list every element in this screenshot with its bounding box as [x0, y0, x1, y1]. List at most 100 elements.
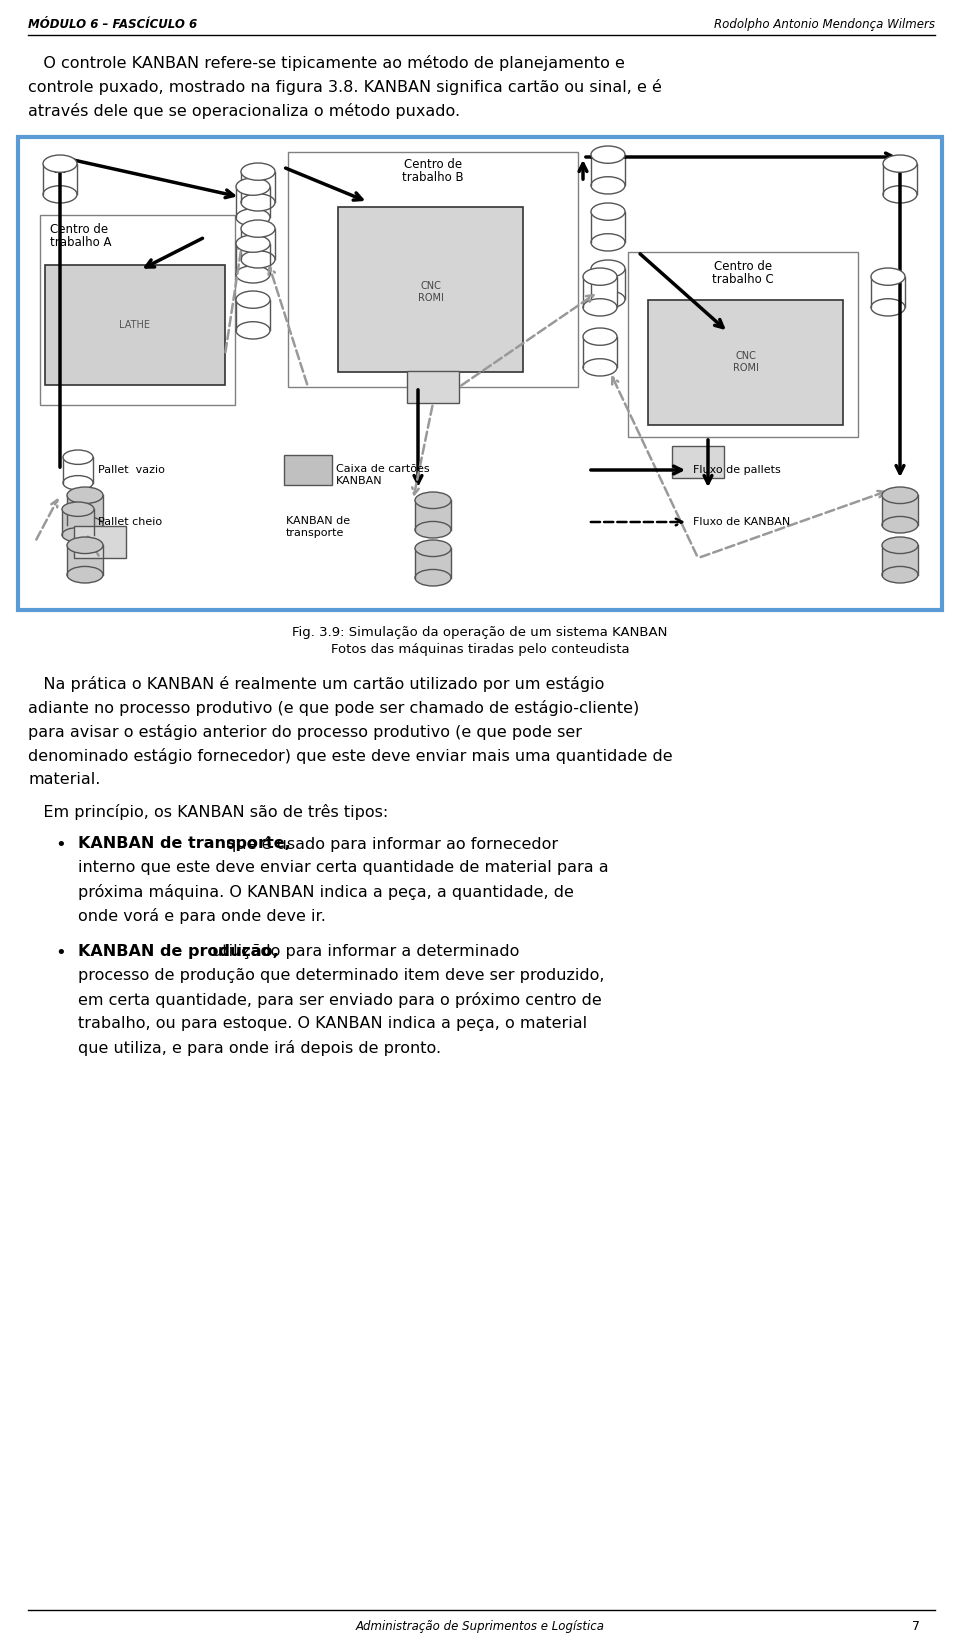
- Ellipse shape: [236, 266, 270, 282]
- Text: KANBAN: KANBAN: [336, 476, 383, 486]
- Text: próxima máquina. O KANBAN indica a peça, a quantidade, de: próxima máquina. O KANBAN indica a peça,…: [78, 884, 574, 899]
- Text: Centro de: Centro de: [404, 158, 462, 171]
- Text: trabalho B: trabalho B: [402, 171, 464, 184]
- Ellipse shape: [67, 537, 103, 553]
- Ellipse shape: [871, 299, 905, 317]
- Ellipse shape: [882, 537, 918, 553]
- Text: através dele que se operacionaliza o método puxado.: através dele que se operacionaliza o mét…: [28, 103, 460, 120]
- FancyBboxPatch shape: [18, 136, 942, 610]
- Ellipse shape: [236, 235, 270, 253]
- FancyBboxPatch shape: [591, 269, 625, 299]
- Text: 7: 7: [912, 1620, 920, 1633]
- Ellipse shape: [236, 177, 270, 195]
- Text: em certa quantidade, para ser enviado para o próximo centro de: em certa quantidade, para ser enviado pa…: [78, 993, 602, 1008]
- FancyBboxPatch shape: [43, 164, 77, 194]
- Ellipse shape: [236, 208, 270, 226]
- Text: transporte: transporte: [286, 528, 345, 538]
- Text: onde vorá e para onde deve ir.: onde vorá e para onde deve ir.: [78, 907, 325, 924]
- Ellipse shape: [67, 566, 103, 583]
- FancyBboxPatch shape: [883, 164, 917, 194]
- FancyBboxPatch shape: [63, 458, 93, 482]
- FancyBboxPatch shape: [648, 300, 843, 425]
- Text: KANBAN de: KANBAN de: [286, 515, 350, 527]
- Text: Na prática o KANBAN é realmente um cartão utilizado por um estágio: Na prática o KANBAN é realmente um cartã…: [28, 676, 605, 693]
- FancyBboxPatch shape: [882, 545, 918, 574]
- Ellipse shape: [63, 476, 93, 491]
- Text: trabalho, ou para estoque. O KANBAN indica a peça, o material: trabalho, ou para estoque. O KANBAN indi…: [78, 1016, 588, 1031]
- Ellipse shape: [591, 290, 625, 309]
- Text: MÓDULO 6 – FASCÍCULO 6: MÓDULO 6 – FASCÍCULO 6: [28, 18, 197, 31]
- Text: utilizado para informar a determinado: utilizado para informar a determinado: [207, 944, 519, 958]
- Text: que utiliza, e para onde irá depois de pronto.: que utiliza, e para onde irá depois de p…: [78, 1040, 442, 1057]
- Ellipse shape: [591, 177, 625, 194]
- Text: CNC
ROMI: CNC ROMI: [418, 281, 444, 304]
- Text: KANBAN de produção,: KANBAN de produção,: [78, 944, 278, 958]
- Text: •: •: [55, 835, 65, 853]
- FancyBboxPatch shape: [74, 527, 126, 558]
- Text: Fotos das máquinas tiradas pelo conteudista: Fotos das máquinas tiradas pelo conteudi…: [330, 643, 630, 656]
- Text: Centro de: Centro de: [714, 259, 772, 272]
- Text: O controle KANBAN refere-se tipicamente ao método de planejamento e: O controle KANBAN refere-se tipicamente …: [28, 56, 625, 71]
- Text: trabalho A: trabalho A: [50, 236, 111, 249]
- Ellipse shape: [415, 522, 451, 538]
- Text: que é usado para informar ao fornecedor: que é usado para informar ao fornecedor: [221, 835, 558, 852]
- FancyBboxPatch shape: [882, 496, 918, 525]
- Ellipse shape: [591, 146, 625, 164]
- Ellipse shape: [63, 450, 93, 464]
- FancyBboxPatch shape: [40, 215, 235, 405]
- Ellipse shape: [67, 517, 103, 533]
- Ellipse shape: [583, 359, 617, 376]
- FancyBboxPatch shape: [236, 187, 270, 217]
- FancyBboxPatch shape: [583, 336, 617, 368]
- Ellipse shape: [236, 290, 270, 309]
- FancyBboxPatch shape: [672, 446, 724, 478]
- Text: adiante no processo produtivo (e que pode ser chamado de estágio-cliente): adiante no processo produtivo (e que pod…: [28, 701, 639, 715]
- Text: controle puxado, mostrado na figura 3.8. KANBAN significa cartão ou sinal, e é: controle puxado, mostrado na figura 3.8.…: [28, 79, 661, 95]
- Ellipse shape: [415, 492, 451, 509]
- FancyBboxPatch shape: [628, 253, 858, 437]
- Ellipse shape: [241, 194, 275, 212]
- Ellipse shape: [871, 267, 905, 286]
- Text: trabalho C: trabalho C: [712, 272, 774, 286]
- FancyBboxPatch shape: [284, 455, 332, 486]
- Text: Em princípio, os KANBAN são de três tipos:: Em princípio, os KANBAN são de três tipo…: [28, 804, 388, 820]
- Ellipse shape: [882, 517, 918, 533]
- FancyBboxPatch shape: [241, 172, 275, 202]
- Ellipse shape: [882, 566, 918, 583]
- Ellipse shape: [236, 322, 270, 340]
- Text: Fig. 3.9: Simulação da operação de um sistema KANBAN: Fig. 3.9: Simulação da operação de um si…: [292, 625, 668, 638]
- Text: LATHE: LATHE: [119, 320, 151, 330]
- FancyBboxPatch shape: [415, 548, 451, 578]
- Text: processo de produção que determinado item deve ser produzido,: processo de produção que determinado ite…: [78, 968, 605, 983]
- Text: •: •: [55, 944, 65, 962]
- Text: Administração de Suprimentos e Logística: Administração de Suprimentos e Logística: [355, 1620, 605, 1633]
- Ellipse shape: [67, 487, 103, 504]
- Ellipse shape: [591, 203, 625, 220]
- Text: material.: material.: [28, 771, 101, 788]
- FancyBboxPatch shape: [415, 501, 451, 530]
- FancyBboxPatch shape: [407, 371, 459, 404]
- Ellipse shape: [583, 267, 617, 286]
- Ellipse shape: [241, 162, 275, 181]
- Text: KANBAN de transporte,: KANBAN de transporte,: [78, 835, 291, 852]
- Text: Pallet cheio: Pallet cheio: [98, 517, 162, 527]
- FancyBboxPatch shape: [236, 243, 270, 274]
- Ellipse shape: [591, 259, 625, 277]
- Ellipse shape: [583, 328, 617, 345]
- Text: Pallet  vazio: Pallet vazio: [98, 464, 165, 474]
- Text: para avisar o estágio anterior do processo produtivo (e que pode ser: para avisar o estágio anterior do proces…: [28, 724, 582, 740]
- FancyBboxPatch shape: [236, 300, 270, 330]
- Ellipse shape: [583, 299, 617, 317]
- FancyBboxPatch shape: [288, 153, 578, 387]
- FancyBboxPatch shape: [241, 228, 275, 259]
- FancyBboxPatch shape: [62, 509, 94, 535]
- Ellipse shape: [241, 251, 275, 267]
- FancyBboxPatch shape: [67, 496, 103, 525]
- Ellipse shape: [882, 487, 918, 504]
- FancyBboxPatch shape: [871, 277, 905, 307]
- Ellipse shape: [241, 220, 275, 238]
- Text: Caixa de cartões: Caixa de cartões: [336, 464, 430, 474]
- Ellipse shape: [591, 233, 625, 251]
- Ellipse shape: [883, 154, 917, 172]
- Ellipse shape: [43, 154, 77, 172]
